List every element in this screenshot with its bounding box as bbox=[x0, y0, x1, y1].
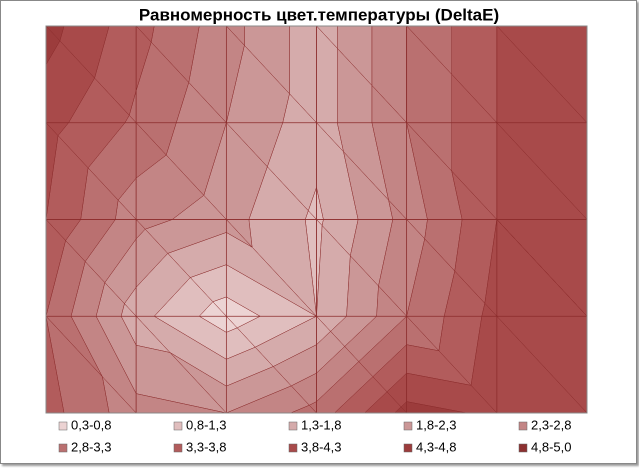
legend-label: 4,3-4,8 bbox=[416, 439, 456, 454]
legend-swatch bbox=[173, 443, 183, 453]
legend-swatch bbox=[58, 421, 68, 431]
plot-border bbox=[45, 25, 588, 414]
legend-label: 2,8-3,3 bbox=[71, 439, 111, 454]
legend-swatch bbox=[173, 421, 183, 431]
legend-label: 1,8-2,3 bbox=[416, 417, 456, 432]
legend-swatch bbox=[518, 421, 528, 431]
chart-title: Равномерность цвет.температуры (DeltaE) bbox=[139, 5, 499, 24]
legend-swatch bbox=[58, 443, 68, 453]
legend-label: 2,3-2,8 bbox=[531, 417, 571, 432]
legend-label: 3,8-4,3 bbox=[301, 439, 341, 454]
legend-swatch bbox=[288, 443, 298, 453]
legend-swatch bbox=[288, 421, 298, 431]
legend-swatch bbox=[403, 421, 413, 431]
legend-swatch bbox=[518, 443, 528, 453]
legend-label: 4,8-5,0 bbox=[531, 439, 571, 454]
legend-swatch bbox=[403, 443, 413, 453]
legend-label: 1,3-1,8 bbox=[301, 417, 341, 432]
legend-label: 0,3-0,8 bbox=[71, 417, 111, 432]
legend-label: 3,3-3,8 bbox=[186, 439, 226, 454]
legend-label: 0,8-1,3 bbox=[186, 417, 226, 432]
